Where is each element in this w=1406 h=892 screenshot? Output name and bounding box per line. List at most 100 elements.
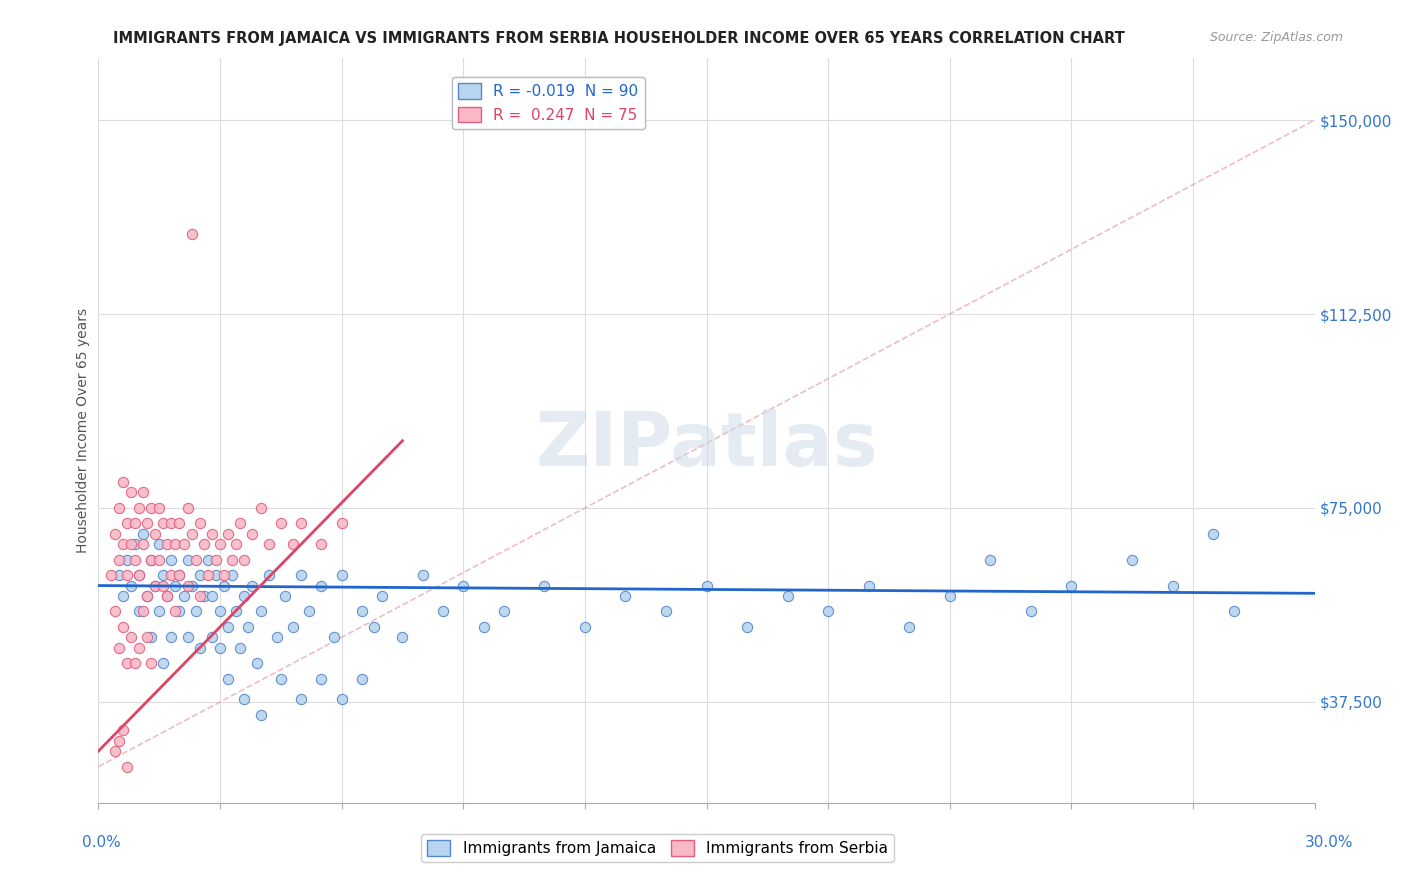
Point [217,672,239,686]
Point [898,620,921,634]
Point [139,552,162,566]
Point [176,500,198,515]
Point [209,604,232,618]
Point [453,578,475,592]
Point [197,552,219,566]
Point [1222,604,1244,618]
Point [472,620,495,634]
Point [350,672,373,686]
Point [143,578,166,592]
Point [176,552,198,566]
Point [391,630,413,644]
Point [249,604,271,618]
Point [311,537,333,551]
Point [143,526,166,541]
Point [107,568,129,582]
Point [221,552,243,566]
Point [290,568,312,582]
Point [120,485,142,500]
Point [1202,526,1225,541]
Point [311,672,333,686]
Point [574,620,596,634]
Point [132,604,155,618]
Point [124,656,146,670]
Point [173,589,195,603]
Point [136,589,159,603]
Text: ZIPatlas: ZIPatlas [536,409,877,482]
Point [233,552,256,566]
Point [152,568,174,582]
Point [266,630,288,644]
Point [412,568,434,582]
Point [245,656,267,670]
Point [817,604,839,618]
Point [184,552,207,566]
Point [270,672,292,686]
Point [735,620,758,634]
Point [132,526,155,541]
Point [492,604,515,618]
Point [939,589,962,603]
Point [209,640,232,655]
Point [188,589,211,603]
Point [173,537,195,551]
Point [184,604,207,618]
Point [180,227,202,241]
Point [281,620,304,634]
Point [1121,552,1143,566]
Point [1060,578,1083,592]
Point [111,620,134,634]
Point [156,537,179,551]
Point [115,552,138,566]
Point [107,500,129,515]
Point [136,516,159,531]
Point [165,578,187,592]
Point [148,537,170,551]
Point [330,516,353,531]
Point [281,537,304,551]
Point [128,568,150,582]
Point [120,537,142,551]
Point [655,604,678,618]
Point [257,537,280,551]
Point [298,604,321,618]
Point [120,630,142,644]
Point [432,604,454,618]
Point [115,656,138,670]
Point [176,578,198,592]
Point [858,578,880,592]
Point [169,604,191,618]
Point [363,620,385,634]
Point [160,516,183,531]
Point [176,630,198,644]
Point [136,589,159,603]
Point [212,568,235,582]
Point [107,640,129,655]
Point [242,578,264,592]
Point [128,604,150,618]
Point [111,723,134,738]
Point [139,656,162,670]
Point [221,568,243,582]
Point [249,500,271,515]
Point [115,516,138,531]
Point [217,620,239,634]
Point [201,526,224,541]
Point [156,589,179,603]
Point [152,578,174,592]
Point [156,589,179,603]
Point [350,604,373,618]
Point [696,578,718,592]
Point [139,500,162,515]
Point [128,640,150,655]
Point [330,568,353,582]
Point [225,537,247,551]
Point [193,589,215,603]
Point [169,516,191,531]
Y-axis label: Householder Income Over 65 years: Householder Income Over 65 years [76,308,90,553]
Point [104,744,127,758]
Point [212,578,235,592]
Point [776,589,799,603]
Point [139,630,162,644]
Point [242,526,264,541]
